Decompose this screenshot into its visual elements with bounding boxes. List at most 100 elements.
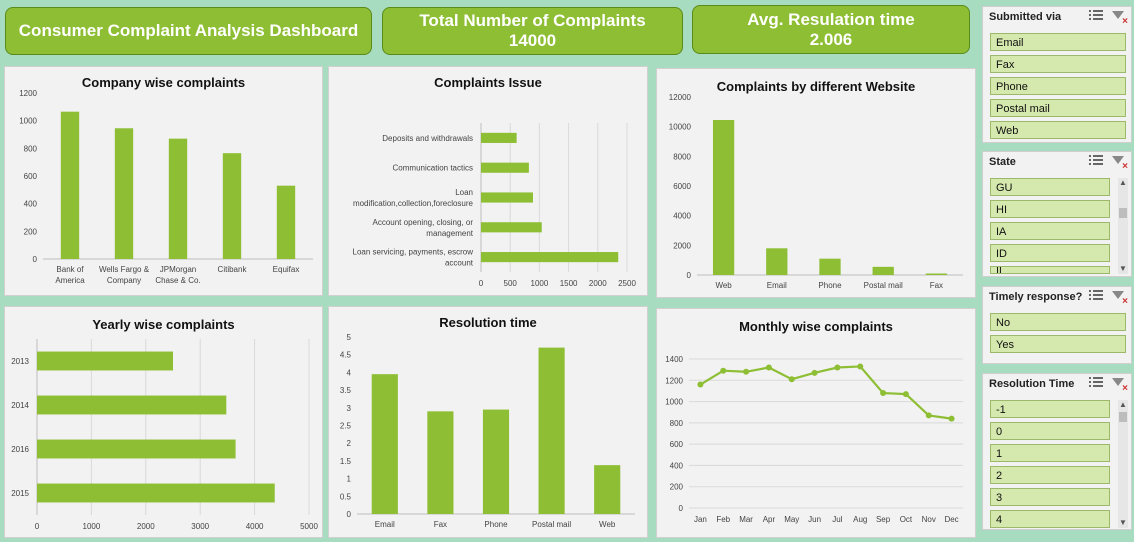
x-tick-label: Fax — [434, 520, 447, 529]
multi-select-icon[interactable] — [1089, 290, 1103, 302]
slicer-item-1[interactable]: 1 — [990, 444, 1110, 462]
x-tick-label: Web — [599, 520, 616, 529]
multi-select-icon[interactable] — [1089, 155, 1103, 167]
slicer-item-phone[interactable]: Phone — [990, 77, 1126, 95]
y-tick-label: 10000 — [669, 123, 692, 132]
slicer-item-id[interactable]: ID — [990, 244, 1110, 262]
multi-select-icon[interactable] — [1089, 377, 1103, 389]
slicer-item-2[interactable]: 2 — [990, 466, 1110, 484]
bar — [872, 266, 894, 275]
x-tick-label: 2500 — [618, 279, 636, 288]
y-tick-label: 200 — [670, 483, 684, 492]
bar — [371, 374, 398, 514]
data-point — [880, 390, 887, 397]
slicer-item-fax[interactable]: Fax — [990, 55, 1126, 73]
y-tick-label: 1000 — [19, 117, 37, 126]
x-tick-label: Postal mail — [864, 281, 903, 290]
slicer-item-il[interactable]: IL — [990, 266, 1110, 274]
resolution-chart-panel: Resolution time 0 0.5 1 1.5 2 2.5 3 3.5 4 4.5 5 Ema… — [328, 306, 648, 538]
x-tick-label: Dec — [944, 515, 958, 524]
slicer-item-web[interactable]: Web — [990, 121, 1126, 139]
clear-filter-icon[interactable] — [1111, 290, 1128, 307]
data-point — [834, 364, 841, 371]
y-tick-label: 0.5 — [340, 492, 352, 501]
dashboard-title-text: Consumer Complaint Analysis Dashboard — [18, 21, 359, 41]
y-tick-label: 2 — [347, 439, 352, 448]
y-tick-label: 0 — [687, 271, 692, 280]
slicer-item-ia[interactable]: IA — [990, 222, 1110, 240]
scroll-up-icon[interactable]: ▲ — [1119, 400, 1127, 409]
x-tick-label: Oct — [900, 515, 913, 524]
bar — [925, 273, 948, 275]
slicer-restime-header: Resolution Time — [983, 374, 1131, 394]
slicer-item-0[interactable]: 0 — [990, 422, 1110, 440]
y-tick-label: 0 — [679, 504, 684, 513]
total-complaints-card: Total Number of Complaints 14000 — [382, 7, 683, 55]
x-tick-label: Equifax — [273, 265, 300, 274]
slicer-item-3[interactable]: 3 — [990, 488, 1110, 506]
bar — [481, 192, 533, 203]
y-tick-label: 4.5 — [340, 351, 352, 360]
x-tick-label: 5000 — [300, 522, 318, 531]
x-tick-label: Email — [375, 520, 395, 529]
slicer-state-title: State — [989, 156, 1016, 168]
bar — [819, 258, 841, 275]
clear-filter-icon[interactable] — [1111, 155, 1128, 172]
scroll-thumb[interactable] — [1119, 412, 1127, 422]
y-tick-label: 2000 — [673, 241, 691, 250]
y-tick-label: Loan servicing, payments, escrow account — [353, 248, 474, 268]
bar — [538, 347, 565, 514]
slicer-item-postal-mail[interactable]: Postal mail — [990, 99, 1126, 117]
clear-filter-icon[interactable] — [1111, 377, 1128, 394]
y-tick-label: 8000 — [673, 152, 691, 161]
monthly-chart: 0 200 400 600 800 1000 1200 1400 Jan Feb Mar Apr May… — [665, 355, 963, 524]
x-tick-label: 1000 — [83, 522, 101, 531]
slicer-item-yes[interactable]: Yes — [990, 335, 1126, 353]
scroll-down-icon[interactable]: ▼ — [1119, 264, 1127, 273]
slicer-restime-scrollbar[interactable]: ▲ ▼ — [1118, 400, 1128, 528]
x-tick-label: Phone — [818, 281, 842, 290]
x-tick-label: Fax — [930, 281, 943, 290]
slicer-item-email[interactable]: Email — [990, 33, 1126, 51]
scroll-up-icon[interactable]: ▲ — [1119, 178, 1127, 187]
x-tick-label: Jul — [832, 515, 842, 524]
y-tick-label: 1200 — [19, 89, 37, 98]
y-tick-label: 1200 — [665, 376, 683, 385]
multi-select-icon[interactable] — [1089, 10, 1103, 22]
x-tick-label: Nov — [922, 515, 936, 524]
bar — [37, 351, 173, 371]
scroll-thumb[interactable] — [1119, 208, 1127, 218]
resolution-chart-title: Resolution time — [439, 315, 537, 330]
series-line — [699, 365, 952, 420]
slicer-state-scrollbar[interactable]: ▲ ▼ — [1118, 178, 1128, 274]
y-tick-label: 6000 — [673, 182, 691, 191]
slicer-item-minus1[interactable]: -1 — [990, 400, 1110, 418]
company-chart: 0 200 400 600 800 1000 1200 Bank of America Wells… — [19, 89, 313, 285]
website-chart-panel: Complaints by different Website 0 2000 400… — [656, 68, 976, 298]
bar — [114, 128, 134, 259]
data-point — [902, 391, 909, 398]
x-tick-label: Sep — [876, 515, 891, 524]
y-tick-label: 2.5 — [340, 422, 352, 431]
slicer-item-hi[interactable]: HI — [990, 200, 1110, 218]
yearly-chart-title: Yearly wise complaints — [92, 317, 235, 332]
slicer-timely-header: Timely response? — [983, 287, 1131, 307]
y-tick-label: 4000 — [673, 212, 691, 221]
y-tick-label: 1000 — [665, 398, 683, 407]
y-tick-label: 400 — [24, 200, 38, 209]
data-point — [948, 415, 955, 422]
slicer-item-no[interactable]: No — [990, 313, 1126, 331]
data-point — [788, 376, 795, 383]
data-point — [720, 367, 727, 374]
bar — [766, 248, 788, 275]
slicer-item-gu[interactable]: GU — [990, 178, 1110, 196]
x-tick-label: 4000 — [246, 522, 264, 531]
slicer-resolution-time: Resolution Time -1 0 1 2 3 4 ▲ ▼ — [982, 373, 1132, 530]
x-tick-label: Wells Fargo & Company — [99, 265, 150, 285]
scroll-down-icon[interactable]: ▼ — [1119, 518, 1127, 527]
data-point — [765, 364, 772, 371]
clear-filter-icon[interactable] — [1111, 10, 1128, 27]
monthly-chart-panel: Monthly wise complaints 0 200 400 600 800 100… — [656, 308, 976, 538]
slicer-item-4[interactable]: 4 — [990, 510, 1110, 528]
y-tick-label: 4 — [347, 368, 352, 377]
